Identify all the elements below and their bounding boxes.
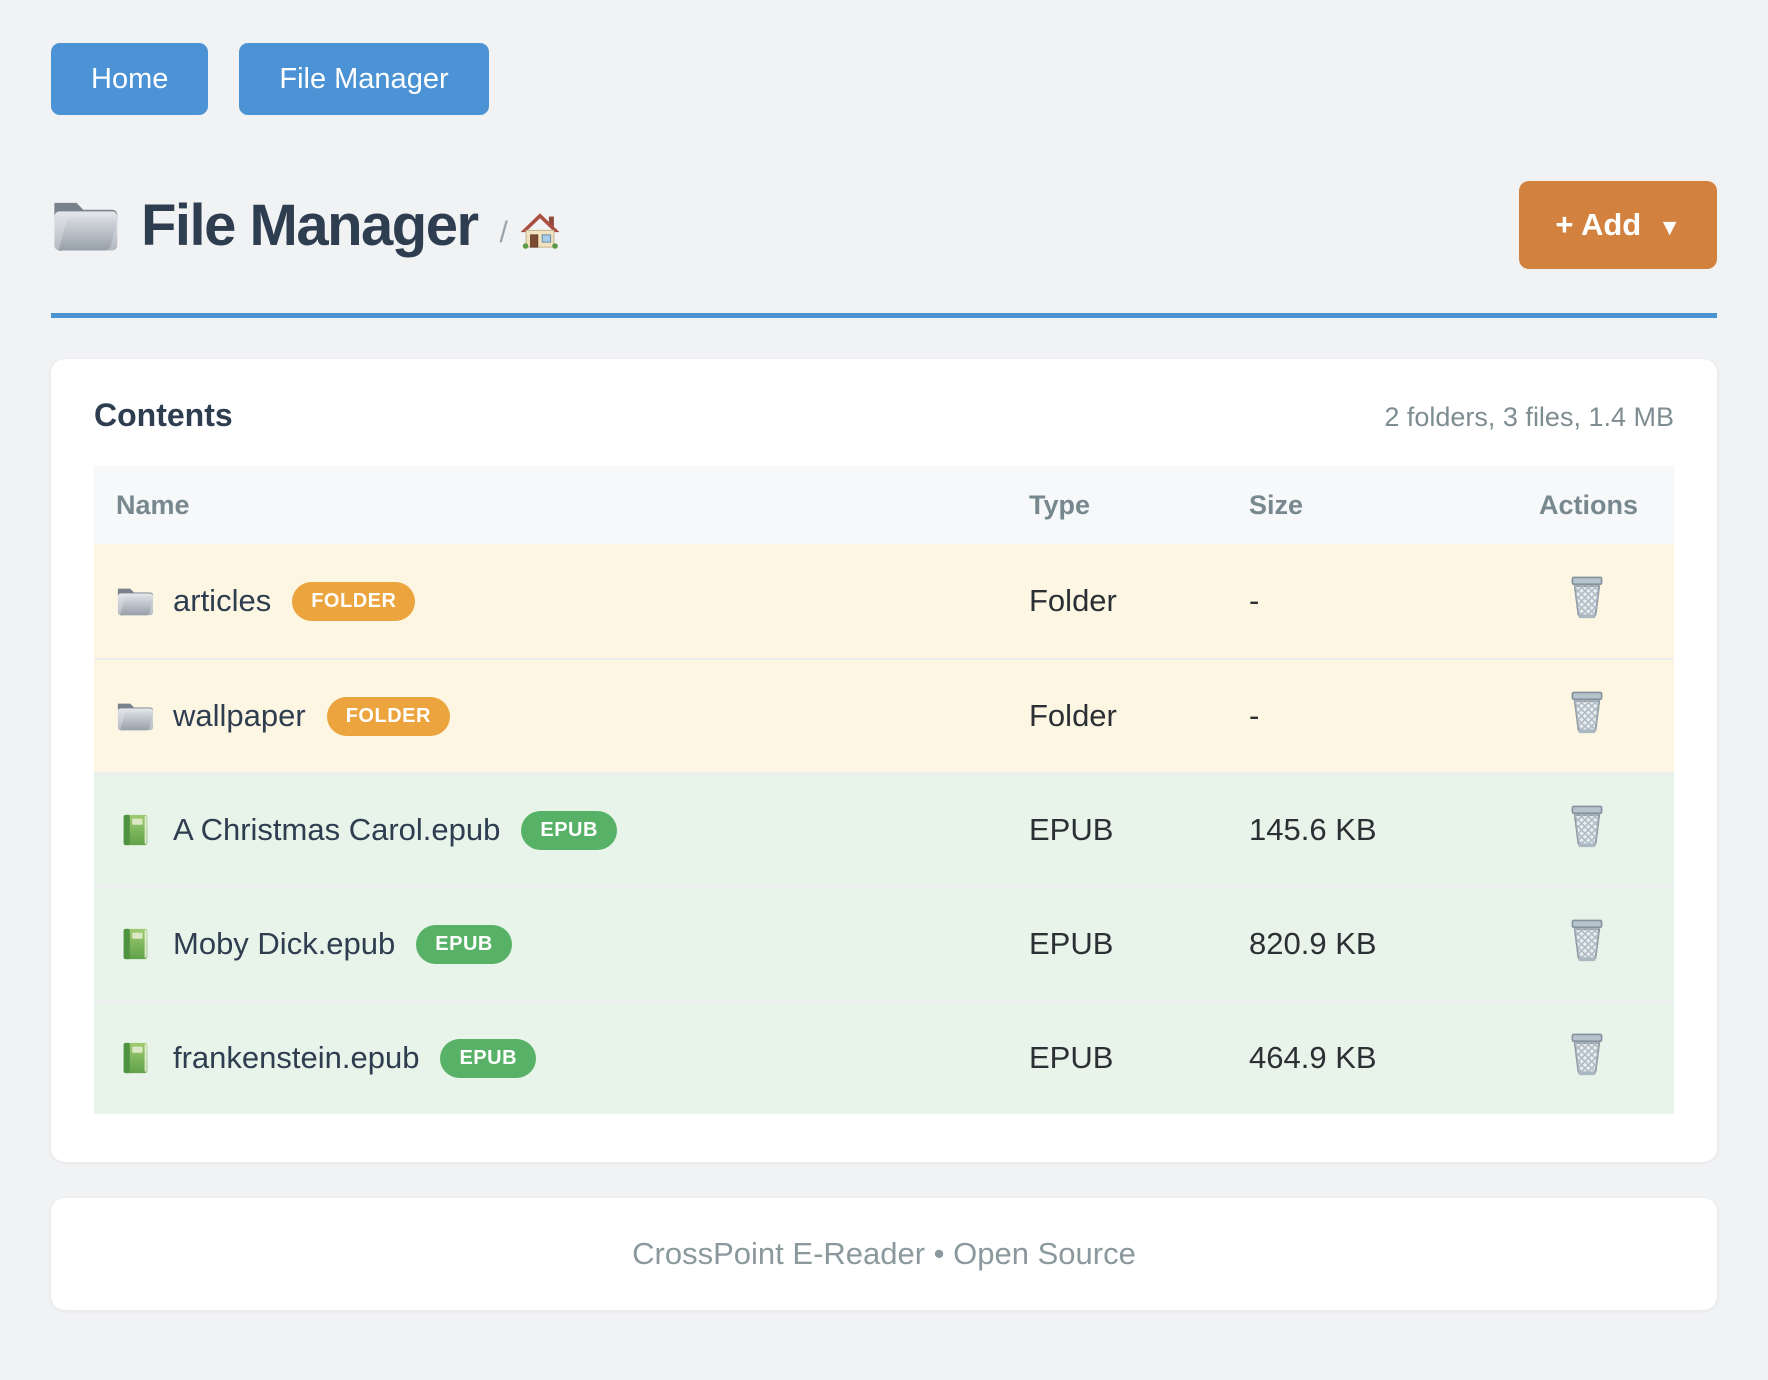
item-type: Folder — [1029, 583, 1117, 618]
item-name-link[interactable]: frankenstein.epub — [173, 1040, 420, 1075]
item-name-link[interactable]: articles — [173, 583, 272, 618]
trash-icon[interactable] — [1567, 803, 1607, 849]
table-header-row: Name Type Size Actions — [94, 466, 1674, 544]
add-button[interactable]: + Add ▼ — [1519, 181, 1717, 269]
column-header-type: Type — [1029, 489, 1091, 520]
chevron-down-icon: ▼ — [1658, 213, 1681, 240]
nav-home-button[interactable]: Home — [51, 43, 209, 115]
contents-card-header: Contents 2 folders, 3 files, 1.4 MB — [94, 397, 1674, 434]
item-type: Folder — [1029, 698, 1117, 733]
home-icon — [520, 211, 560, 256]
item-size: - — [1249, 583, 1260, 618]
table-row: wallpaper FOLDER Folder - — [94, 658, 1674, 772]
item-size: - — [1249, 698, 1260, 733]
add-button-label: + Add — [1555, 207, 1642, 242]
title-group: File Manager / — [51, 192, 560, 259]
item-size: 145.6 KB — [1249, 812, 1377, 847]
item-type-badge: EPUB — [440, 1038, 537, 1078]
trash-icon[interactable] — [1567, 1031, 1607, 1077]
item-type: EPUB — [1029, 1040, 1114, 1075]
item-type-badge: EPUB — [521, 810, 617, 850]
trash-icon[interactable] — [1567, 574, 1607, 620]
contents-card: Contents 2 folders, 3 files, 1.4 MB Name… — [51, 359, 1717, 1162]
contents-summary: 2 folders, 3 files, 1.4 MB — [1384, 402, 1674, 432]
footer-card: CrossPoint E-Reader • Open Source — [51, 1198, 1717, 1310]
table-row: Moby Dick.epub EPUB EPUB 820.9 KB — [94, 886, 1674, 1000]
table-row: articles FOLDER Folder - — [94, 544, 1674, 658]
folder-icon — [116, 699, 154, 733]
item-type-badge: FOLDER — [326, 696, 450, 736]
item-size: 464.9 KB — [1249, 1040, 1377, 1075]
column-header-name: Name — [116, 489, 190, 520]
column-header-size: Size — [1249, 489, 1304, 520]
page-header: File Manager / + Add ▼ — [51, 181, 1717, 269]
folder-icon — [116, 584, 154, 618]
book-icon — [116, 927, 154, 961]
item-type-badge: FOLDER — [292, 581, 416, 621]
header-divider — [51, 313, 1717, 318]
column-header-actions: Actions — [1539, 489, 1639, 520]
nav-file-manager-button[interactable]: File Manager — [239, 43, 489, 115]
book-icon — [116, 1041, 154, 1075]
footer-text: CrossPoint E-Reader • Open Source — [632, 1236, 1136, 1271]
folder-icon — [51, 196, 119, 254]
top-nav: Home File Manager — [51, 43, 1717, 115]
item-type: EPUB — [1029, 812, 1114, 847]
item-name-link[interactable]: Moby Dick.epub — [173, 926, 396, 961]
item-size: 820.9 KB — [1249, 926, 1377, 961]
item-name-link[interactable]: A Christmas Carol.epub — [173, 812, 501, 847]
item-name-link[interactable]: wallpaper — [173, 698, 306, 733]
trash-icon[interactable] — [1567, 917, 1607, 963]
item-type: EPUB — [1029, 926, 1114, 961]
table-body: articles FOLDER Folder - wallpaper FOLDE… — [94, 544, 1674, 1114]
breadcrumb-home-link[interactable] — [520, 211, 560, 256]
contents-heading: Contents — [94, 397, 233, 433]
contents-table: Name Type Size Actions articles FOLDER F… — [94, 466, 1674, 1114]
table-row: A Christmas Carol.epub EPUB EPUB 145.6 K… — [94, 772, 1674, 886]
breadcrumb: / — [500, 211, 560, 256]
item-type-badge: EPUB — [416, 924, 512, 964]
book-icon — [116, 813, 154, 847]
table-row: frankenstein.epub EPUB EPUB 464.9 KB — [94, 1000, 1674, 1114]
page-title: File Manager — [141, 192, 479, 258]
trash-icon[interactable] — [1567, 689, 1607, 735]
breadcrumb-separator: / — [499, 216, 508, 249]
